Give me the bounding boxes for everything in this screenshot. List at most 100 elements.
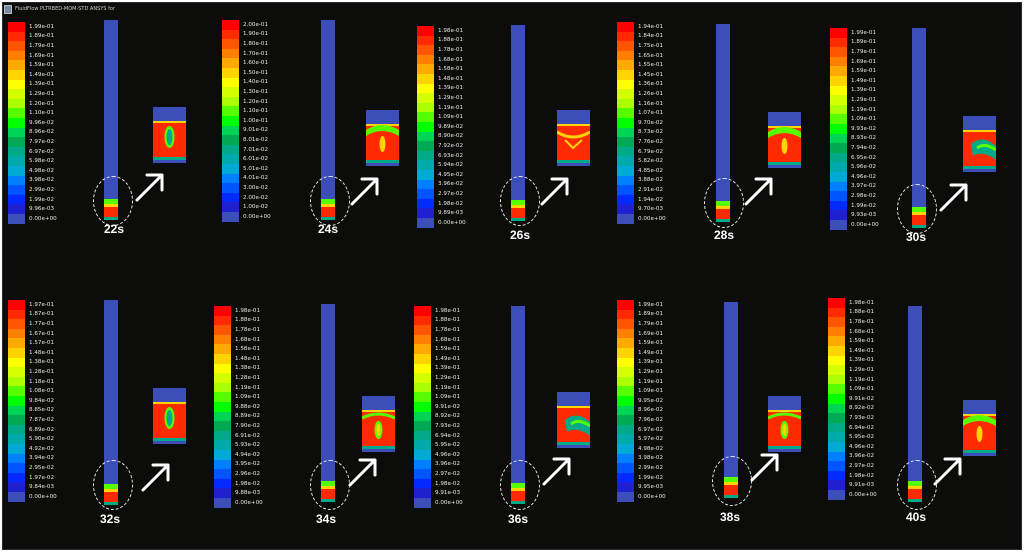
legend-entry: 6.94e-02 (414, 430, 460, 441)
legend-value: 1.20e-01 (243, 98, 269, 105)
legend-entry: 8.92e-02 (828, 403, 874, 414)
legend-entry: 1.49e-01 (8, 70, 54, 80)
legend-entry: 5.95e-02 (828, 432, 874, 442)
legend-entry: 6.94e-02 (828, 422, 874, 433)
legend-value: 0.00e+00 (435, 499, 463, 506)
legend-value: 9.84e-03 (29, 484, 55, 491)
legend-swatch (417, 93, 434, 103)
legend-value: 1.69e-01 (851, 58, 877, 65)
legend-value: 1.09e-01 (851, 116, 877, 123)
legend-entry: 1.98e-02 (214, 478, 260, 489)
legend-entry: 1.79e-01 (617, 319, 663, 329)
legend-swatch (214, 344, 231, 354)
legend-entry: 1.29e-01 (414, 373, 460, 383)
legend-value: 1.19e-01 (851, 106, 877, 113)
legend-entry: 1.00e-02 (222, 202, 268, 212)
legend-entry: 5.97e-02 (617, 434, 663, 444)
legend-value: 1.58e-01 (438, 66, 464, 73)
legend-entry: 1.98e-02 (828, 470, 874, 481)
legend-swatch (414, 354, 431, 364)
legend-entry: 1.39e-01 (617, 357, 663, 368)
legend-swatch (8, 31, 25, 42)
legend-swatch (828, 394, 845, 404)
legend-swatch (214, 363, 231, 374)
legend-value: 0.00e+00 (638, 215, 666, 222)
legend-value: 1.07e-01 (638, 110, 664, 117)
legend-entry: 1.18e-01 (8, 376, 54, 387)
highlight-circle (93, 460, 133, 510)
legend-swatch (828, 461, 845, 471)
legend-swatch (214, 382, 231, 393)
legend-swatch (222, 192, 239, 203)
legend-swatch (8, 137, 25, 147)
legend-entry: 5.82e-02 (617, 156, 663, 166)
legend-value: 5.90e-02 (29, 436, 55, 443)
legend-swatch (830, 76, 847, 86)
legend-swatch (830, 210, 847, 220)
legend-entry: 1.80e-01 (222, 39, 268, 49)
legend-value: 1.75e-01 (638, 42, 664, 49)
legend-swatch (617, 60, 634, 70)
legend-value: 1.39e-01 (849, 357, 875, 364)
legend-swatch (8, 22, 25, 32)
legend-swatch (830, 114, 847, 124)
legend-entry: 1.99e-02 (617, 472, 663, 483)
legend-swatch (414, 344, 431, 354)
legend-entry: 6.79e-02 (617, 146, 663, 157)
legend-value: 2.99e-02 (638, 464, 664, 471)
legend-swatch (8, 472, 25, 483)
legend-swatch (417, 208, 434, 218)
legend-swatch (222, 202, 239, 212)
legend-entry: 1.88e-01 (214, 315, 260, 326)
legend-value: 1.30e-01 (243, 88, 269, 95)
legend-swatch (417, 218, 434, 228)
legend-entry: 0.00e+00 (828, 490, 877, 500)
zoom-arrow-icon (937, 180, 971, 214)
legend-value: 7.76e-02 (638, 138, 664, 145)
legend-value: 9.91e-02 (849, 395, 875, 402)
legend-entry: 1.39e-01 (830, 85, 876, 96)
legend-swatch (8, 41, 25, 51)
legend-swatch (222, 144, 239, 155)
legend-value: 8.96e-02 (29, 129, 55, 136)
legend-entry: 0.00e+00 (830, 220, 879, 230)
legend-value: 9.95e-02 (638, 397, 664, 404)
legend-entry: 1.94e-02 (617, 194, 663, 205)
legend-value: 7.90e-02 (235, 422, 261, 429)
legend-entry: 1.78e-01 (414, 325, 460, 335)
legend-value: 1.79e-01 (29, 42, 55, 49)
legend-swatch (8, 166, 25, 176)
zoom-arrow-icon (931, 454, 965, 488)
legend-value: 5.01e-02 (243, 165, 269, 172)
legend-swatch (617, 89, 634, 99)
legend-swatch (222, 212, 239, 222)
legend-entry: 1.29e-01 (617, 367, 663, 377)
legend-swatch (828, 307, 845, 318)
legend-entry: 1.98e-01 (417, 26, 463, 36)
legend-swatch (8, 89, 25, 99)
legend-entry: 1.98e-01 (414, 306, 460, 316)
legend-value: 9.91e-02 (435, 403, 461, 410)
legend-value: 3.97e-02 (851, 183, 877, 190)
legend-swatch (417, 170, 434, 180)
legend-value: 1.65e-01 (638, 52, 664, 59)
legend-value: 1.28e-01 (29, 368, 55, 375)
legend-swatch (617, 328, 634, 339)
legend-swatch (617, 79, 634, 90)
legend-swatch (214, 325, 231, 335)
legend-swatch (617, 98, 634, 109)
legend-value: 9.95e-03 (638, 484, 664, 491)
legend-swatch (8, 98, 25, 109)
legend-value: 9.88e-03 (235, 490, 261, 497)
legend-entry: 1.69e-01 (830, 56, 877, 67)
legend-entry: 1.97e-02 (8, 472, 54, 483)
legend-entry: 7.97e-02 (8, 137, 54, 147)
legend-swatch (8, 300, 25, 310)
time-label: 32s (100, 512, 121, 526)
legend-swatch (830, 133, 847, 144)
zoomed-contour (366, 110, 399, 166)
legend-swatch (617, 70, 634, 80)
legend-entry: 1.49e-01 (617, 348, 663, 358)
legend-swatch (417, 131, 434, 142)
legend-swatch (617, 300, 634, 310)
